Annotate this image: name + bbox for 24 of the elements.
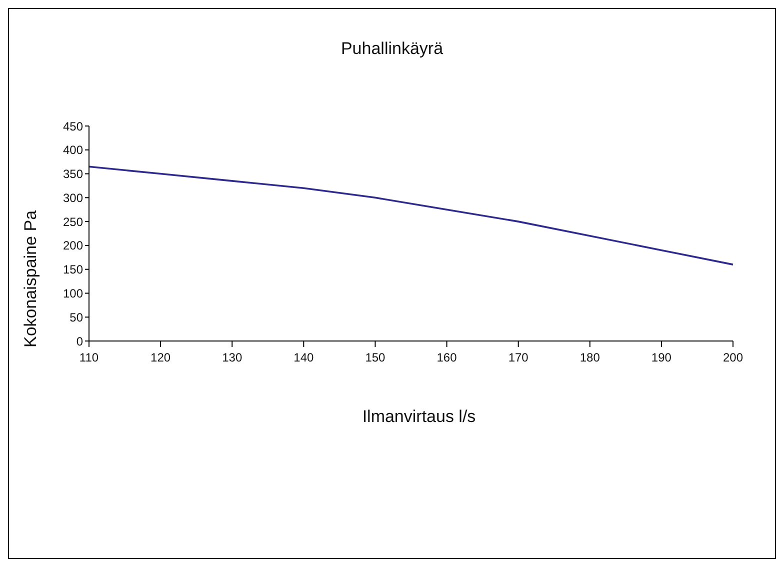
y-tick-label: 400 bbox=[62, 143, 84, 158]
x-tick-label: 200 bbox=[722, 350, 744, 365]
y-tick-label: 450 bbox=[62, 119, 84, 134]
x-tick-label: 130 bbox=[222, 350, 242, 365]
y-tick-label: 300 bbox=[62, 190, 84, 205]
y-tick-label: 350 bbox=[62, 167, 84, 182]
x-tick-label: 180 bbox=[580, 350, 600, 365]
x-tick-label: 190 bbox=[651, 350, 672, 365]
y-tick-label: 100 bbox=[62, 286, 84, 300]
y-tick-label: 0 bbox=[76, 334, 84, 348]
x-tick-label: 140 bbox=[294, 350, 314, 365]
x-axis-title: Ilmanvirtaus l/s bbox=[361, 407, 477, 427]
x-tick-label: 110 bbox=[79, 350, 99, 365]
y-tick-label: 50 bbox=[70, 310, 84, 324]
x-tick-label: 120 bbox=[150, 350, 171, 365]
x-tick-label: 150 bbox=[365, 350, 386, 365]
y-tick-label: 200 bbox=[62, 238, 84, 253]
y-axis-title: Kokonaispaine Pa bbox=[21, 210, 41, 348]
x-tick-label: 170 bbox=[508, 350, 529, 365]
line-series bbox=[88, 166, 734, 266]
chart-title: Puhallinkäyrä bbox=[340, 39, 444, 59]
y-tick-label: 250 bbox=[62, 214, 84, 229]
y-tick-label: 150 bbox=[62, 262, 84, 277]
x-tick-label: 160 bbox=[436, 350, 458, 365]
